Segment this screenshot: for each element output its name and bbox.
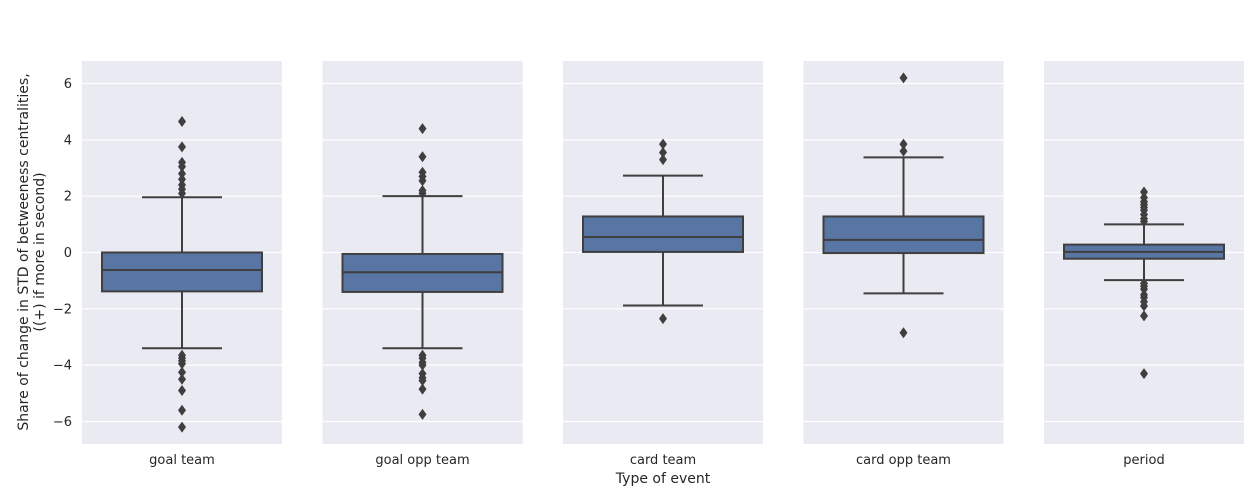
x-tick-label: card opp team [856, 453, 951, 468]
y-axis-label-line-1: Share of change in STD of betweeness cen… [16, 73, 32, 430]
y-tick-label: −4 [53, 359, 72, 374]
box-iqr [822, 215, 985, 255]
panel-card-opp-team: card opp team [803, 61, 1004, 468]
panel-card-team: card team [563, 61, 763, 468]
x-tick-label: period [1123, 453, 1164, 468]
outlier-point [418, 359, 427, 371]
panel-period: period [1044, 61, 1244, 468]
outlier-point [899, 145, 908, 157]
outlier-point [178, 116, 186, 128]
outlier-point [418, 375, 427, 387]
outlier-point [178, 404, 186, 416]
outlier-point [178, 358, 186, 370]
outlier-point [899, 327, 908, 339]
x-tick-label: goal team [149, 453, 215, 468]
outlier-point [178, 161, 186, 173]
outlier-point [178, 366, 186, 378]
outlier-point [418, 408, 427, 420]
y-tick-label: 6 [64, 77, 72, 92]
outlier-point [178, 187, 186, 199]
panel-goal-team: goal team [82, 61, 282, 468]
outlier-point [178, 168, 186, 180]
panels-layer: goal team goal opp team card team card opp … [82, 61, 1244, 468]
x-axis-label: Type of event [615, 471, 711, 487]
outlier-point [178, 384, 186, 396]
outlier-point [659, 313, 667, 325]
panel-goal-opp-team: goal opp team [322, 61, 523, 468]
outlier-point [899, 72, 908, 84]
box-iqr [101, 251, 263, 293]
y-tick-label: −6 [53, 415, 72, 430]
outlier-point [418, 187, 427, 199]
y-axis: −6 −4 −2 0 2 4 6 [53, 77, 72, 430]
outlier-point [1140, 216, 1148, 228]
outlier-point [1140, 186, 1148, 198]
outlier-point [1140, 368, 1148, 380]
outlier-point [659, 138, 667, 150]
outlier-point [659, 147, 667, 159]
x-tick-label: card team [630, 453, 696, 468]
outlier-point [899, 138, 908, 150]
y-axis-label-line-2: ((+) if more in second) [32, 172, 48, 331]
outlier-point [1140, 300, 1148, 312]
outlier-point [418, 175, 427, 187]
outlier-point [178, 141, 186, 153]
y-tick-label: −2 [53, 302, 72, 317]
y-tick-label: 0 [64, 246, 72, 261]
outlier-point [1140, 310, 1148, 322]
outlier-point [659, 154, 667, 166]
outlier-point [418, 383, 427, 395]
box-iqr [582, 215, 744, 253]
outlier-point [178, 421, 186, 433]
outlier-point [418, 123, 427, 135]
outlier-point [178, 173, 186, 185]
x-tick-label: goal opp team [375, 453, 469, 468]
y-tick-label: 2 [64, 190, 72, 205]
y-tick-label: 4 [64, 133, 72, 148]
outlier-point [178, 373, 186, 385]
outlier-point [418, 151, 427, 163]
outlier-point [1140, 283, 1148, 295]
